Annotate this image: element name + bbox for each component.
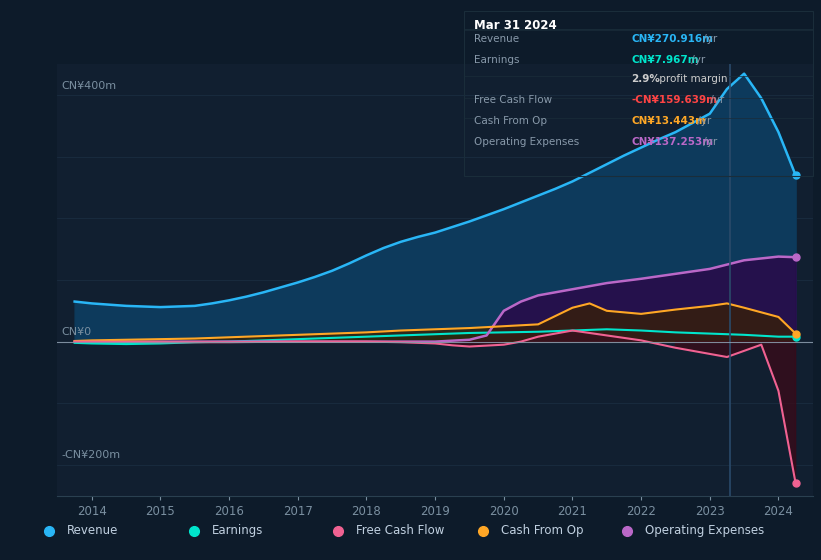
Text: Earnings: Earnings (475, 55, 520, 65)
Text: /yr: /yr (695, 116, 712, 126)
Text: Mar 31 2024: Mar 31 2024 (475, 18, 557, 31)
Text: Revenue: Revenue (475, 34, 520, 44)
Text: /yr: /yr (700, 34, 718, 44)
Text: CN¥400m: CN¥400m (62, 81, 117, 91)
Text: CN¥137.253m: CN¥137.253m (631, 137, 713, 147)
Text: Revenue: Revenue (67, 524, 119, 537)
Text: Operating Expenses: Operating Expenses (645, 524, 764, 537)
Text: /yr: /yr (700, 137, 718, 147)
Text: -CN¥159.639m: -CN¥159.639m (631, 95, 718, 105)
Text: CN¥7.967m: CN¥7.967m (631, 55, 699, 65)
Text: 2.9%: 2.9% (631, 74, 660, 84)
Text: Free Cash Flow: Free Cash Flow (356, 524, 445, 537)
Text: -CN¥200m: -CN¥200m (62, 450, 121, 460)
Text: profit margin: profit margin (657, 74, 728, 84)
Text: Earnings: Earnings (212, 524, 264, 537)
Text: CN¥270.916m: CN¥270.916m (631, 34, 713, 44)
Text: Operating Expenses: Operating Expenses (475, 137, 580, 147)
Text: Free Cash Flow: Free Cash Flow (475, 95, 553, 105)
Text: Cash From Op: Cash From Op (475, 116, 548, 126)
Text: Cash From Op: Cash From Op (501, 524, 583, 537)
Text: CN¥0: CN¥0 (62, 327, 91, 337)
Text: /yr: /yr (707, 95, 724, 105)
Text: CN¥13.443m: CN¥13.443m (631, 116, 706, 126)
Text: /yr: /yr (688, 55, 705, 65)
